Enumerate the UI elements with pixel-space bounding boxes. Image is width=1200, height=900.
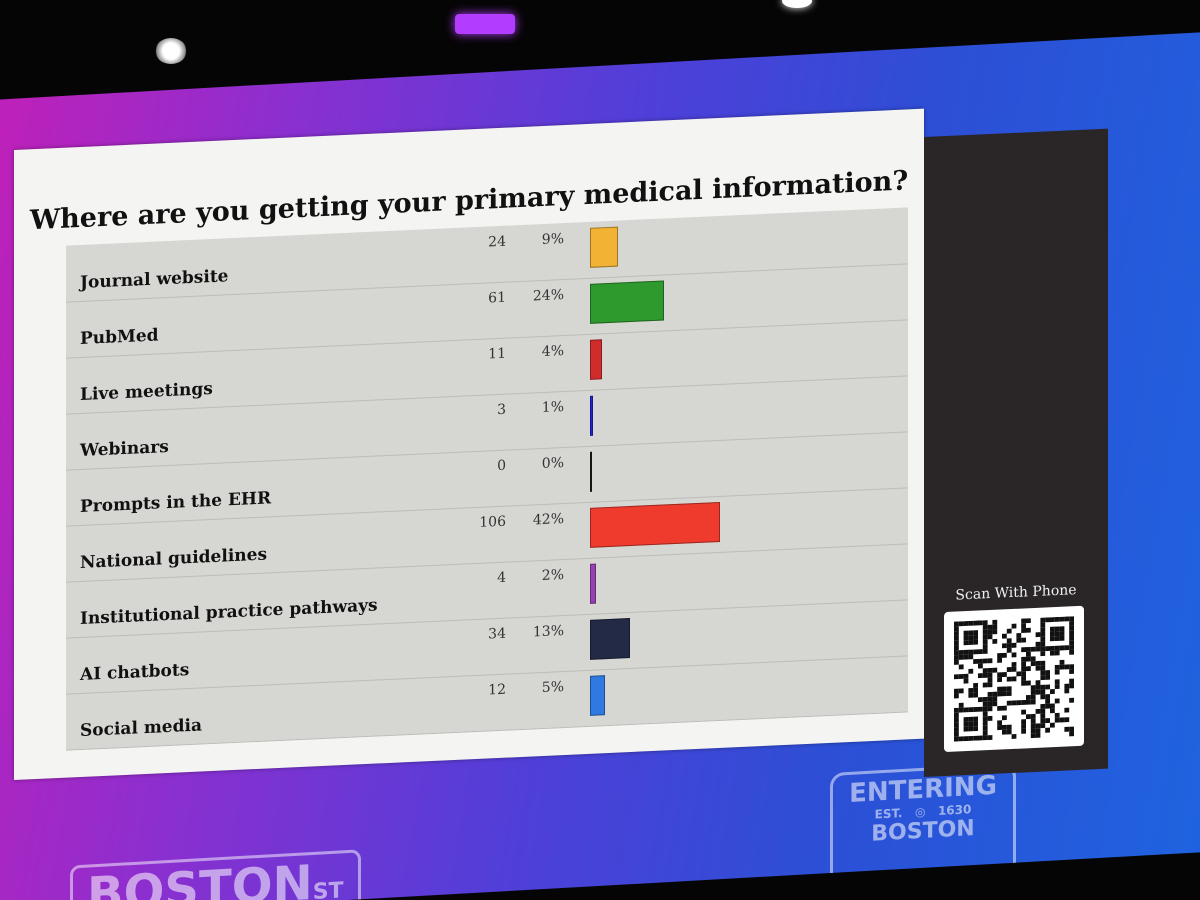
category-label: Social media [80,715,202,742]
stage-light-left [155,38,187,64]
bar [590,501,720,548]
slide-panel: Where are you getting your primary medic… [14,108,924,781]
count-label: 11 [488,345,506,363]
percent-label: 1% [541,399,564,417]
percent-label: 0% [541,455,564,473]
entering-boston-sign: ENTERING EST. ◎ 1630 BOSTON [830,762,1016,890]
percent-label: 5% [541,679,564,697]
count-label: 0 [497,457,506,475]
percent-label: 4% [541,343,564,361]
category-label: National guidelines [80,544,268,574]
qr-code[interactable] [944,605,1084,753]
category-label: PubMed [80,325,159,350]
boston-street-sign: BOSTONST [70,849,361,900]
percent-label: 42% [532,511,564,529]
percent-label: 13% [532,623,564,641]
percent-label: 2% [541,567,564,585]
bar [590,451,592,492]
count-label: 34 [488,625,506,643]
count-label: 4 [497,569,506,587]
stage-light-right [782,0,812,8]
category-label: Journal website [80,266,229,294]
bar [590,675,606,716]
qr-code-icon [954,616,1074,742]
percent-label: 24% [532,287,564,305]
count-label: 3 [497,401,506,419]
stage-light-purple [455,14,515,34]
bar [590,395,594,436]
chart-panel: Journal website 24 9% PubMed 61 24% Live meeti… [66,207,908,751]
bar [590,618,631,660]
category-label: AI chatbots [80,660,190,686]
count-label: 24 [488,233,506,251]
bar [590,563,597,604]
qr-panel: Scan With Phone [924,128,1108,778]
bar [590,339,603,380]
boston-sign-text: BOSTON [87,854,313,900]
category-label: Live meetings [80,378,213,406]
category-label: Institutional practice pathways [80,595,378,630]
category-label: Prompts in the EHR [80,488,272,518]
bar [590,226,618,268]
category-label: Webinars [80,436,169,462]
percent-label: 9% [541,231,564,249]
count-label: 106 [479,513,506,531]
count-label: 61 [488,289,506,307]
count-label: 12 [488,681,506,699]
boston-sign-suffix: ST [312,878,344,900]
bar [590,280,665,324]
qr-caption: Scan With Phone [955,582,1077,604]
